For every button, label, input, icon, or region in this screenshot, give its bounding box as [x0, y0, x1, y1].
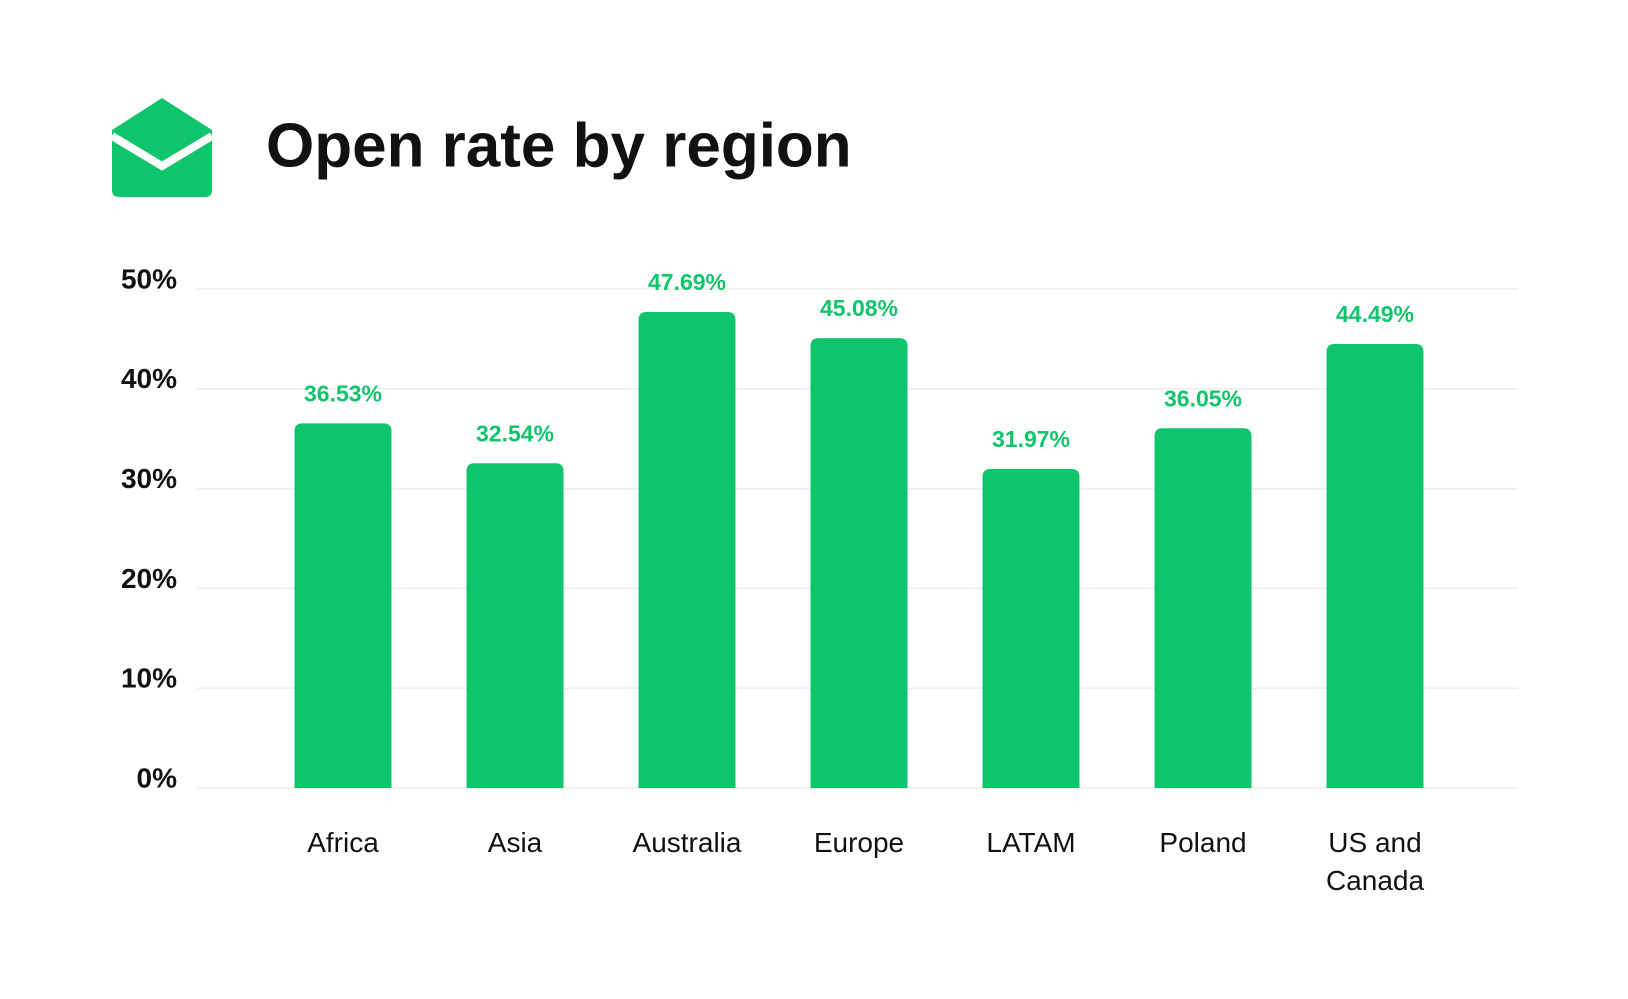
value-label: 36.53%	[304, 381, 382, 407]
chart-title: Open rate by region	[266, 111, 852, 180]
bar	[1154, 428, 1252, 788]
bar	[294, 423, 392, 788]
envelope-icon	[109, 98, 215, 197]
x-tick-label: Australia	[632, 827, 742, 858]
y-tick-label: 40%	[121, 363, 177, 394]
y-tick-label: 50%	[121, 263, 177, 294]
value-label: 36.05%	[1164, 385, 1242, 411]
y-tick-label: 0%	[137, 762, 178, 793]
value-label: 32.54%	[476, 420, 554, 446]
x-tick-label: LATAM	[986, 827, 1076, 858]
bar	[638, 312, 736, 788]
bar	[982, 468, 1080, 788]
y-tick-label: 30%	[121, 463, 177, 494]
y-tick-label: 10%	[121, 663, 177, 694]
x-tick-label: US and Canada	[1325, 827, 1425, 896]
value-label: 31.97%	[992, 426, 1070, 452]
x-tick-label: Africa	[307, 827, 379, 858]
bar	[810, 338, 908, 788]
x-tick-label: Europe	[813, 827, 905, 858]
value-label: 45.08%	[820, 295, 898, 321]
x-tick-label: Asia	[487, 827, 543, 858]
value-label: 44.49%	[1336, 301, 1414, 327]
x-tick-label: Poland	[1159, 827, 1247, 858]
value-label: 47.69%	[648, 269, 726, 295]
bar	[466, 463, 564, 788]
y-tick-label: 20%	[121, 563, 177, 594]
bar	[1326, 343, 1424, 788]
